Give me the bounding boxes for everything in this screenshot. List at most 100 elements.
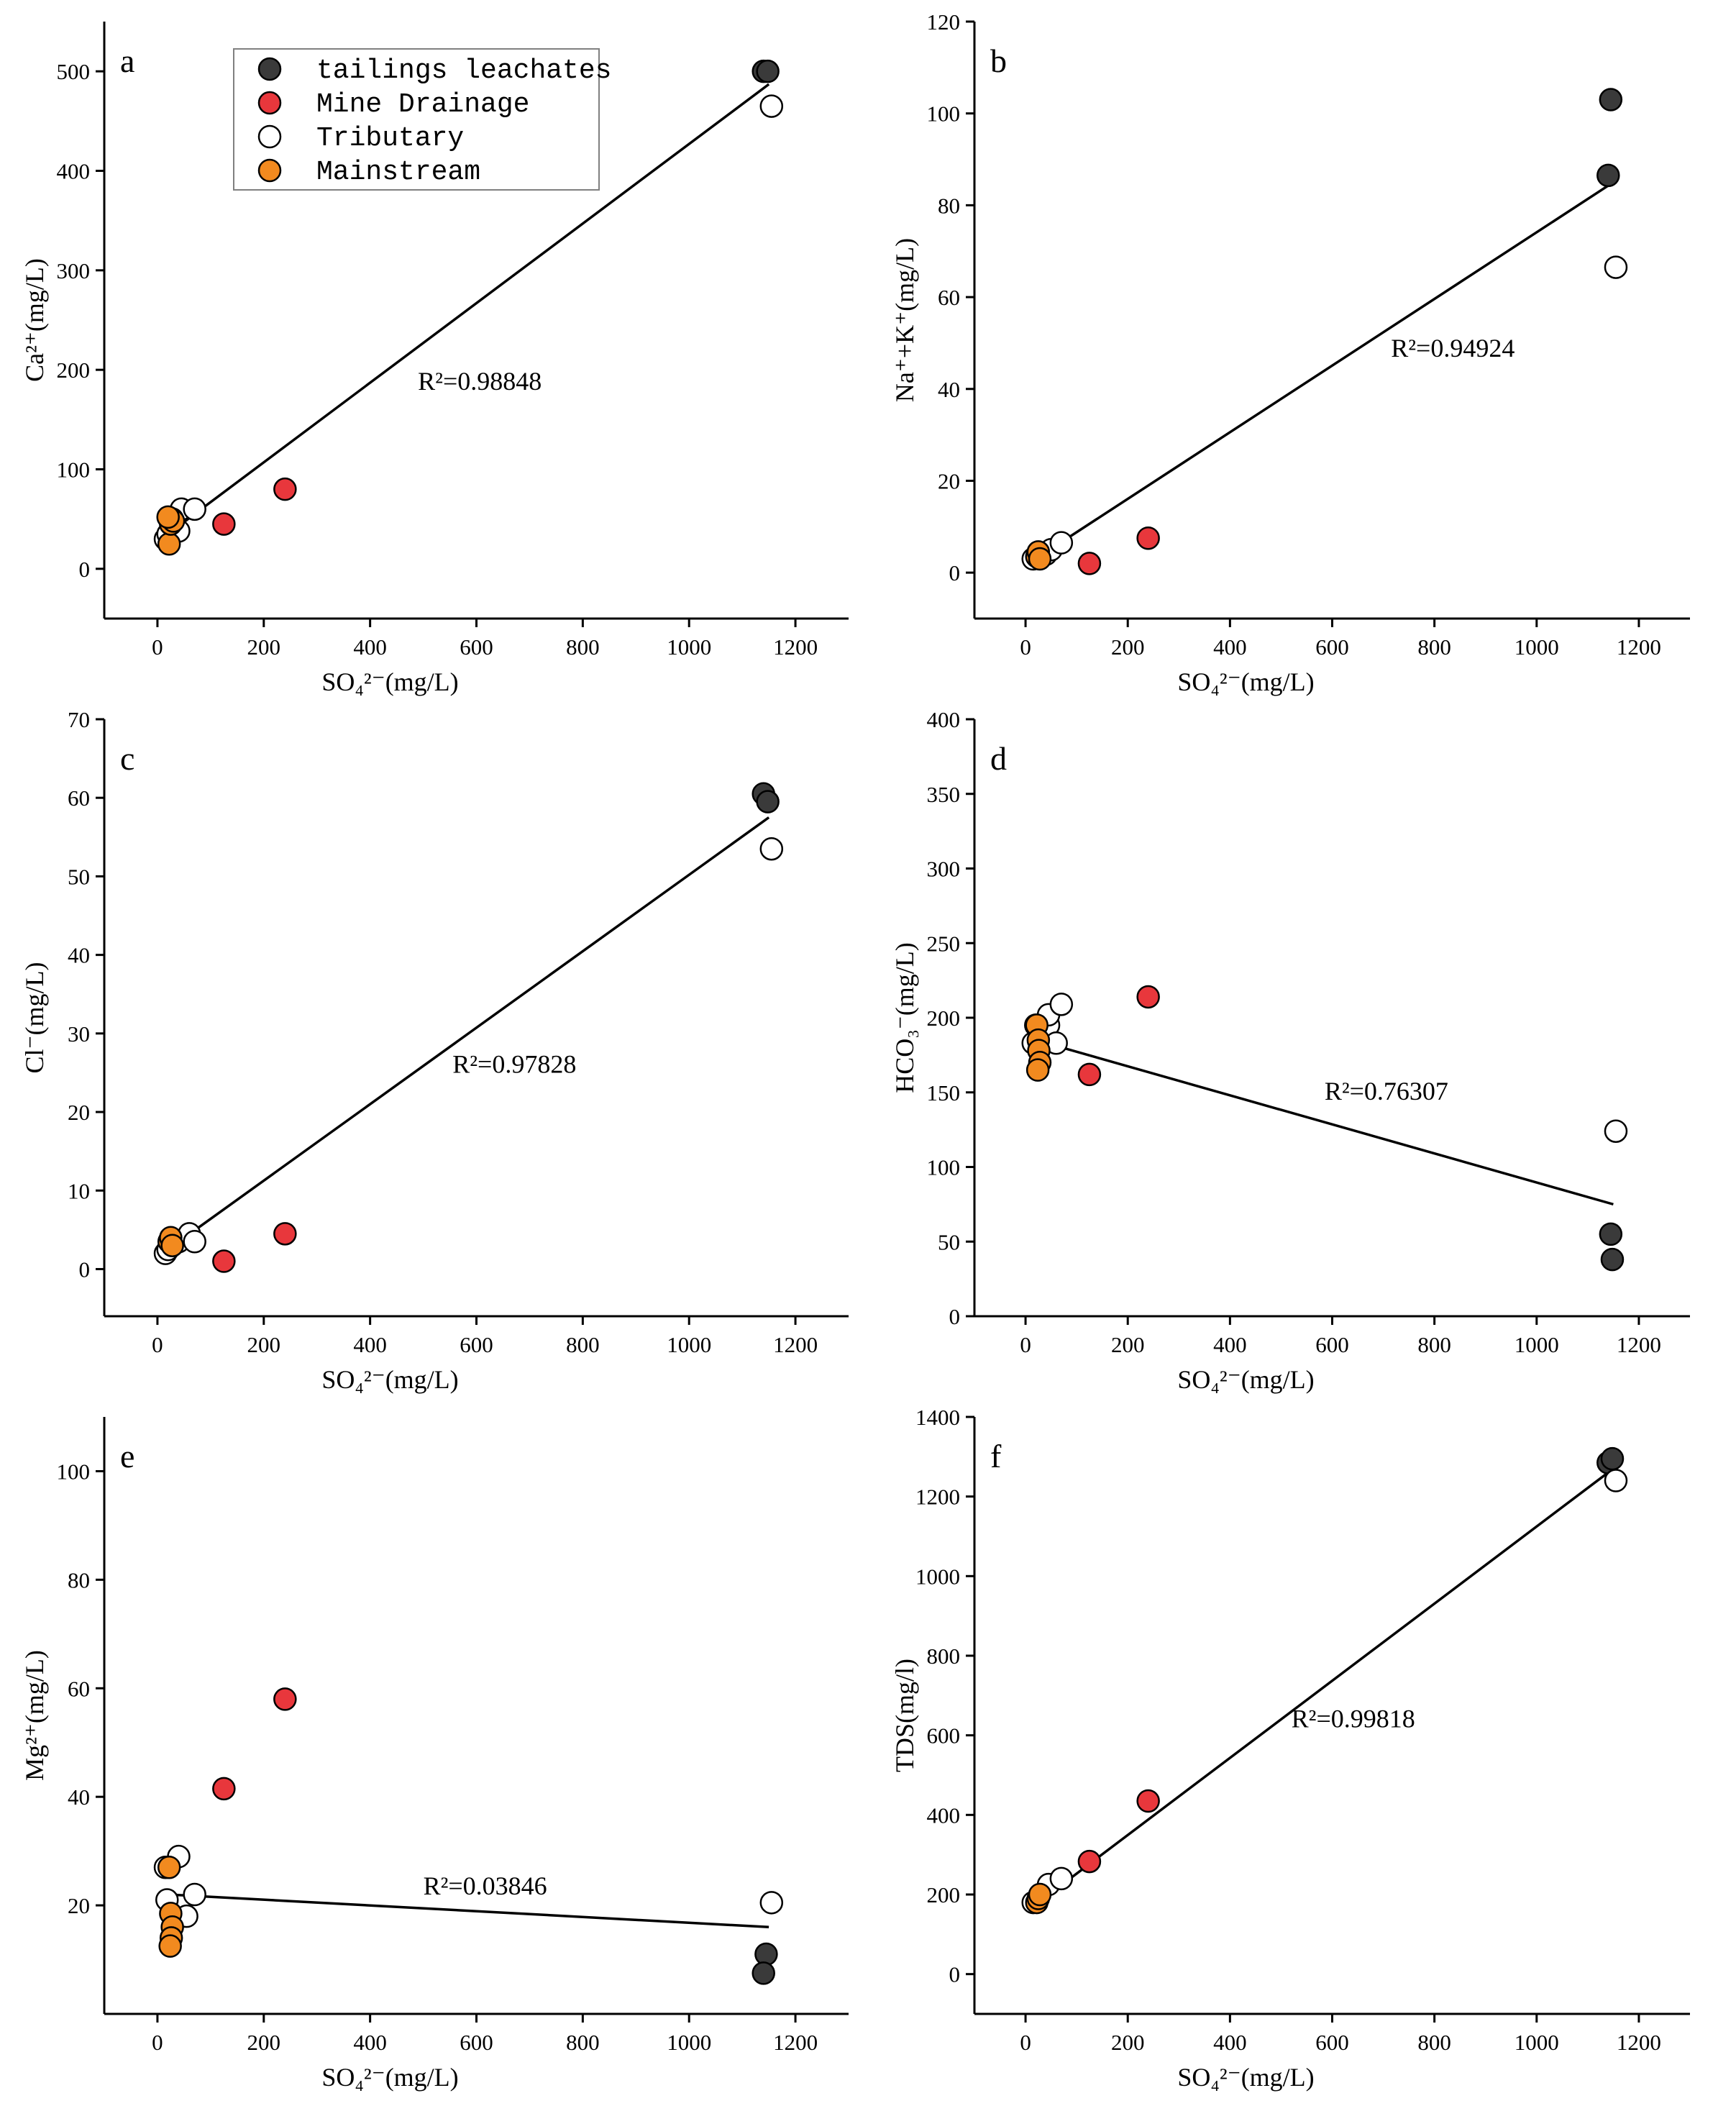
panel-letter: a	[120, 42, 134, 79]
panel-letter: d	[990, 740, 1007, 777]
y-tick-label: 20	[68, 1893, 90, 1918]
panel-c: 0 200 400 600 800 1000 1200 0 10 20 30 40 50 60 70 SO₄²…	[20, 707, 849, 1394]
y-tick-label: 100	[927, 1155, 961, 1180]
y-tick-label: 50	[938, 1229, 960, 1254]
y-axis-title: Ca²⁺(mg/L)	[20, 258, 49, 382]
x-tick-label: 0	[1020, 634, 1031, 660]
y-tick-label: 800	[927, 1643, 961, 1669]
x-tick-label: 0	[152, 1332, 163, 1357]
legend-marker-mine-drainage	[257, 91, 282, 115]
y-axis-title: HCO₃⁻(mg/L)	[890, 942, 919, 1093]
x-tick-label: 400	[1213, 2030, 1247, 2055]
point-mainstream	[1028, 547, 1052, 571]
y-tick-label: 0	[949, 560, 961, 585]
y-tick-label: 70	[68, 707, 90, 732]
x-tick-label: 200	[1111, 1332, 1145, 1357]
point-mine-drainage	[1077, 552, 1102, 575]
r-squared-label: R²=0.94924	[1391, 334, 1515, 363]
legend-box	[233, 48, 600, 191]
point-mainstream	[158, 1934, 182, 1958]
x-tick-label: 600	[460, 1332, 493, 1357]
panel-letter: f	[990, 1438, 1002, 1474]
x-tick-label: 800	[1417, 1332, 1451, 1357]
y-tick-label: 60	[68, 785, 90, 811]
x-tick-label: 1000	[667, 2030, 711, 2055]
legend-marker-tributary	[257, 124, 282, 149]
x-axis-title: SO₄²⁻(mg/L)	[1177, 2063, 1314, 2092]
y-tick-label: 120	[927, 9, 961, 35]
point-mine-drainage	[1077, 1062, 1102, 1087]
y-tick-label: 80	[68, 1567, 90, 1592]
point-mine-drainage	[212, 1777, 236, 1801]
y-axis-title: Mg²⁺(mg/L)	[20, 1650, 49, 1781]
x-tick-label: 0	[1020, 1332, 1031, 1357]
y-tick-label: 20	[68, 1100, 90, 1125]
y-axis-title: TDS(mg/l)	[890, 1659, 919, 1772]
y-tick-label: 150	[927, 1080, 961, 1105]
point-tailings-leachates	[756, 59, 780, 83]
y-axis-title: Na⁺+K⁺(mg/L)	[890, 238, 919, 402]
legend-label: Tributary	[316, 123, 464, 154]
regression-line	[168, 1893, 769, 1929]
regression-line	[1035, 1039, 1614, 1206]
y-tick-label: 60	[68, 1676, 90, 1701]
x-tick-label: 800	[566, 634, 600, 660]
y-tick-label: 0	[79, 1257, 91, 1282]
x-tick-label: 800	[1417, 634, 1451, 660]
legend-marker-mainstream	[257, 158, 282, 183]
y-tick-label: 20	[938, 468, 960, 493]
panel-letter: e	[120, 1438, 134, 1474]
y-tick-label: 60	[938, 285, 960, 310]
y-tick-label: 1200	[915, 1485, 960, 1510]
point-tributary	[759, 836, 784, 861]
point-tailings-leachates	[751, 1961, 775, 1985]
x-tick-label: 1000	[667, 1332, 711, 1357]
y-tick-label: 0	[949, 1304, 961, 1329]
legend-label: tailings leachates	[316, 55, 611, 86]
point-mainstream	[160, 1234, 184, 1257]
x-tick-label: 1000	[667, 634, 711, 660]
legend-marker-tailings-leachates	[257, 57, 282, 81]
y-tick-label: 300	[57, 258, 91, 283]
x-tick-label: 1000	[1515, 634, 1559, 660]
point-tailings-leachates	[1596, 163, 1620, 188]
panel-f: 0 200 400 600 800 1000 1200 0 200 400 600 800 1000 12…	[890, 1405, 1690, 2092]
point-tailings-leachates	[754, 1942, 778, 1966]
y-tick-label: 250	[927, 931, 961, 956]
point-tailings-leachates	[1600, 1247, 1625, 1272]
point-tributary	[759, 94, 784, 118]
point-mine-drainage	[273, 1687, 297, 1711]
x-tick-label: 1200	[1617, 2030, 1661, 2055]
panel-letter: b	[990, 42, 1007, 79]
x-tick-label: 1200	[773, 1332, 818, 1357]
x-tick-label: 400	[1213, 1332, 1247, 1357]
y-tick-label: 1400	[915, 1405, 960, 1430]
y-axis-title: Cl⁻(mg/L)	[20, 962, 49, 1074]
y-tick-label: 0	[79, 557, 91, 582]
x-tick-label: 800	[566, 1332, 600, 1357]
point-mine-drainage	[1136, 526, 1160, 550]
point-mine-drainage	[1136, 985, 1160, 1009]
y-tick-label: 40	[938, 377, 960, 402]
y-tick-label: 350	[927, 782, 961, 807]
y-tick-label: 50	[68, 864, 90, 889]
r-squared-label: R²=0.03846	[424, 1871, 547, 1900]
x-tick-label: 400	[1213, 634, 1247, 660]
point-tailings-leachates	[1599, 88, 1623, 111]
y-tick-label: 80	[938, 193, 960, 218]
y-tick-label: 40	[68, 943, 90, 968]
panel-a: 0 200 400 600 800 1000 1200 0 100 200 300 400 500 SO₄…	[20, 22, 849, 696]
x-tick-label: 1000	[1515, 1332, 1559, 1357]
point-mine-drainage	[212, 1249, 236, 1273]
y-tick-label: 100	[927, 101, 961, 127]
regression-line	[1035, 1467, 1614, 1906]
r-squared-label: R²=0.99818	[1292, 1705, 1415, 1733]
x-tick-label: 600	[460, 634, 493, 660]
y-tick-label: 400	[927, 1802, 961, 1828]
point-mine-drainage	[1136, 1789, 1160, 1813]
point-tributary	[183, 497, 206, 521]
point-tributary	[1049, 993, 1074, 1016]
point-mine-drainage	[1077, 1849, 1102, 1874]
point-mainstream	[156, 505, 180, 529]
